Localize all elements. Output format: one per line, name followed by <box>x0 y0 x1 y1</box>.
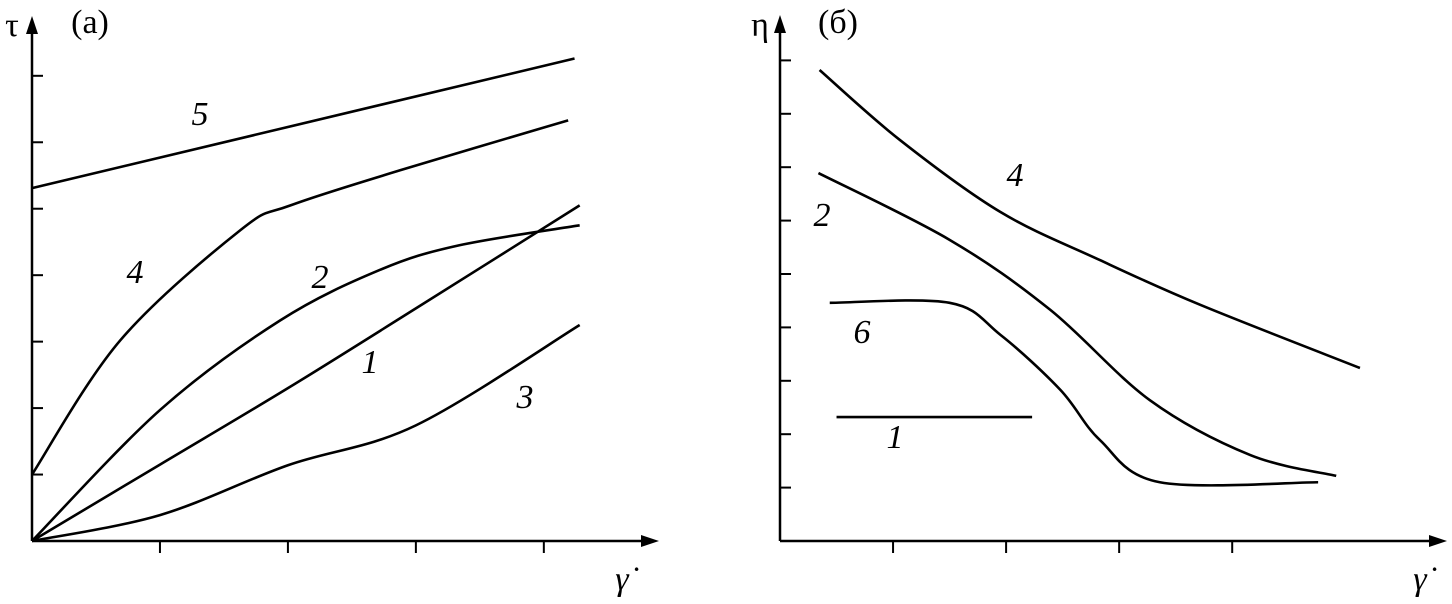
curve <box>31 57 575 190</box>
x-axis-label: γ̇ <box>1413 561 1436 598</box>
curve-label: 6 <box>854 314 871 351</box>
curve <box>829 299 1319 487</box>
panel-title: (б) <box>818 4 858 41</box>
panel-title: (а) <box>71 4 109 41</box>
x-arrow <box>1429 535 1447 547</box>
curve <box>818 69 1361 370</box>
curve-label: 3 <box>516 379 534 416</box>
curve-label: 1 <box>887 419 904 456</box>
curve <box>30 119 569 476</box>
y-arrow <box>774 15 786 33</box>
curve-label: 5 <box>192 96 209 133</box>
curve-label: 2 <box>814 197 831 234</box>
curve-label: 4 <box>1007 157 1024 194</box>
curve-label: 4 <box>127 254 144 291</box>
x-axis-label: γ̇ <box>615 561 638 598</box>
y-axis-label: η <box>751 7 769 44</box>
y-arrow <box>26 16 38 34</box>
curve-label: 2 <box>312 259 329 296</box>
y-axis-label: τ <box>5 7 19 44</box>
curve <box>817 171 1337 478</box>
curve-label: 1 <box>362 344 379 381</box>
curve <box>31 323 581 543</box>
curve <box>31 204 581 543</box>
curve <box>31 224 580 542</box>
x-arrow <box>641 535 659 547</box>
